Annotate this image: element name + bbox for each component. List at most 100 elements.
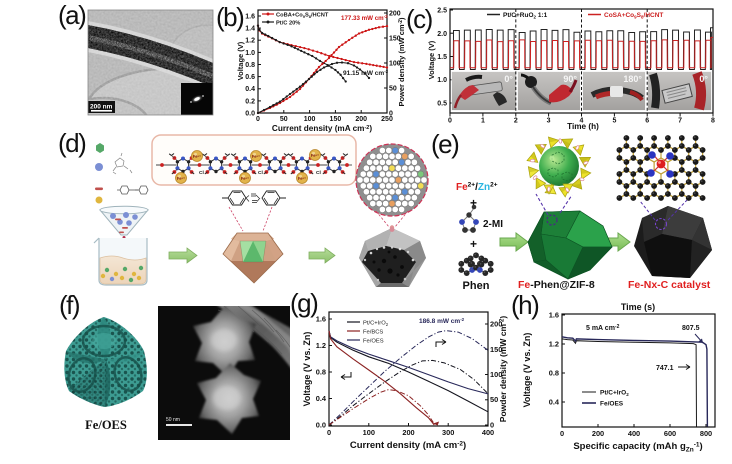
svg-text:50: 50: [280, 116, 288, 123]
svg-text:Pt/C+IrO2: Pt/C+IrO2: [600, 390, 629, 398]
svg-text:Pt/C 20%: Pt/C 20%: [276, 21, 300, 27]
svg-text:Phen: Phen: [463, 280, 490, 292]
svg-text:2-MI: 2-MI: [483, 219, 503, 230]
svg-text:0: 0: [327, 428, 331, 437]
svg-text:5: 5: [612, 118, 616, 125]
svg-text:1.2: 1.2: [549, 340, 559, 349]
svg-text:Powder density (mW cm-2): Powder density (mW cm-2): [498, 316, 508, 423]
svg-text:200: 200: [389, 11, 401, 18]
svg-text:Cl: Cl: [199, 170, 204, 176]
svg-text:2.0: 2.0: [437, 31, 447, 38]
svg-text:200: 200: [402, 428, 414, 437]
svg-text:50 nm: 50 nm: [166, 417, 180, 423]
svg-text:0.4: 0.4: [316, 394, 327, 403]
svg-text:0: 0: [389, 111, 393, 118]
svg-text:150: 150: [330, 116, 342, 123]
svg-text:Fe/OES: Fe/OES: [85, 418, 127, 432]
svg-text:1.2: 1.2: [316, 341, 326, 350]
svg-text:177.33 mW cm-2: 177.33 mW cm-2: [341, 14, 388, 22]
svg-text:91.15 mW cm-2: 91.15 mW cm-2: [343, 69, 389, 77]
svg-text:3: 3: [547, 118, 551, 125]
svg-text:Current density (mA cm-2): Current density (mA cm-2): [350, 440, 466, 451]
svg-text:Fe/OES: Fe/OES: [600, 401, 624, 408]
svg-text:Specific capacity (mAh gZn-1): Specific capacity (mAh gZn-1): [573, 441, 702, 454]
svg-text:Pt/C+RuO2 1:1: Pt/C+RuO2 1:1: [503, 12, 548, 20]
svg-text:Fe³⁺: Fe³⁺: [193, 154, 202, 159]
svg-text:100: 100: [363, 428, 375, 437]
svg-text:0.8: 0.8: [245, 62, 255, 69]
svg-text:200 nm: 200 nm: [90, 104, 113, 111]
svg-text:Voltage (V vs. Zn): Voltage (V vs. Zn): [522, 333, 532, 408]
svg-text:200: 200: [490, 320, 502, 329]
svg-text:180°: 180°: [623, 74, 642, 84]
svg-text:4: 4: [580, 118, 584, 125]
svg-text:1: 1: [481, 118, 485, 125]
svg-text:0: 0: [256, 116, 260, 123]
svg-text:0: 0: [560, 429, 564, 438]
svg-text:Fe/BCS: Fe/BCS: [363, 330, 383, 336]
svg-text:8: 8: [711, 118, 715, 125]
svg-text:1.2: 1.2: [245, 38, 255, 45]
svg-text:Fe2+/Zn2+: Fe2+/Zn2+: [456, 182, 498, 194]
svg-text:Fe-Phen@ZIF-8: Fe-Phen@ZIF-8: [518, 279, 595, 291]
svg-text:0: 0: [448, 118, 452, 125]
svg-text:Fe-Nx-C catalyst: Fe-Nx-C catalyst: [628, 279, 711, 291]
svg-text:Fe/OES: Fe/OES: [363, 339, 384, 345]
svg-text:0.5: 0.5: [437, 101, 447, 108]
svg-text:Current density (mA cm-2): Current density (mA cm-2): [272, 124, 372, 133]
svg-text:0: 0: [490, 421, 494, 430]
svg-text:+: +: [470, 196, 477, 210]
svg-text:100: 100: [389, 61, 401, 68]
svg-text:200: 200: [592, 429, 604, 438]
svg-text:Fe³⁺: Fe³⁺: [311, 153, 320, 158]
svg-text:747.1: 747.1: [656, 365, 674, 372]
svg-text:150: 150: [389, 36, 401, 43]
svg-text:100: 100: [490, 370, 502, 379]
svg-text:Power density (mW cm-2): Power density (mW cm-2): [397, 17, 406, 107]
svg-text:186.8 mW cm-2: 186.8 mW cm-2: [419, 317, 465, 325]
svg-text:Cl: Cl: [316, 170, 321, 176]
svg-text:Voltage (V vs. Zn): Voltage (V vs. Zn): [302, 332, 312, 407]
svg-text:Fe³⁺: Fe³⁺: [177, 176, 186, 181]
svg-text:1.0: 1.0: [245, 50, 255, 57]
svg-text:807.5: 807.5: [682, 325, 700, 332]
svg-text:+: +: [470, 237, 477, 251]
svg-text:0°: 0°: [504, 74, 513, 84]
svg-text:2.5: 2.5: [437, 8, 447, 15]
svg-text:Voltage (V): Voltage (V): [427, 40, 436, 79]
svg-text:0.4: 0.4: [245, 86, 255, 93]
svg-text:200: 200: [355, 116, 367, 123]
svg-text:0.4: 0.4: [549, 398, 560, 407]
svg-text:Voltage (V): Voltage (V): [236, 41, 245, 80]
svg-text:50: 50: [389, 86, 397, 93]
svg-text:1.0: 1.0: [437, 77, 447, 84]
svg-text:1.4: 1.4: [245, 26, 255, 33]
svg-text:Pt/C+IrO2: Pt/C+IrO2: [363, 321, 389, 328]
svg-text:CoSA+Co9S8/HCNT: CoSA+Co9S8/HCNT: [604, 12, 663, 20]
svg-text:50: 50: [490, 395, 498, 404]
svg-text:250: 250: [381, 116, 393, 123]
svg-text:1.6: 1.6: [245, 14, 255, 21]
svg-text:2: 2: [514, 118, 518, 125]
svg-text:6: 6: [645, 118, 649, 125]
svg-text:Cl: Cl: [258, 170, 263, 176]
svg-text:1.6: 1.6: [549, 311, 559, 320]
svg-text:400: 400: [482, 428, 494, 437]
svg-text:Fe³⁺: Fe³⁺: [252, 154, 261, 159]
svg-text:CoBA+Co9S8/HCNT: CoBA+Co9S8/HCNT: [276, 13, 329, 20]
svg-text:1.6: 1.6: [316, 315, 326, 324]
svg-text:800: 800: [700, 429, 712, 438]
svg-text:7: 7: [678, 118, 682, 125]
svg-text:0.0: 0.0: [245, 111, 255, 118]
svg-text:600: 600: [664, 429, 676, 438]
svg-text:0.0: 0.0: [316, 421, 326, 430]
svg-text:1.5: 1.5: [437, 54, 447, 61]
svg-text:400: 400: [628, 429, 640, 438]
svg-text:300: 300: [442, 428, 454, 437]
svg-text:100: 100: [304, 116, 316, 123]
svg-text:0°: 0°: [699, 74, 708, 84]
svg-text:5 mA cm-2: 5 mA cm-2: [586, 324, 620, 332]
svg-text:0.8: 0.8: [316, 368, 326, 377]
svg-text:150: 150: [490, 345, 502, 354]
svg-text:0.6: 0.6: [245, 74, 255, 81]
